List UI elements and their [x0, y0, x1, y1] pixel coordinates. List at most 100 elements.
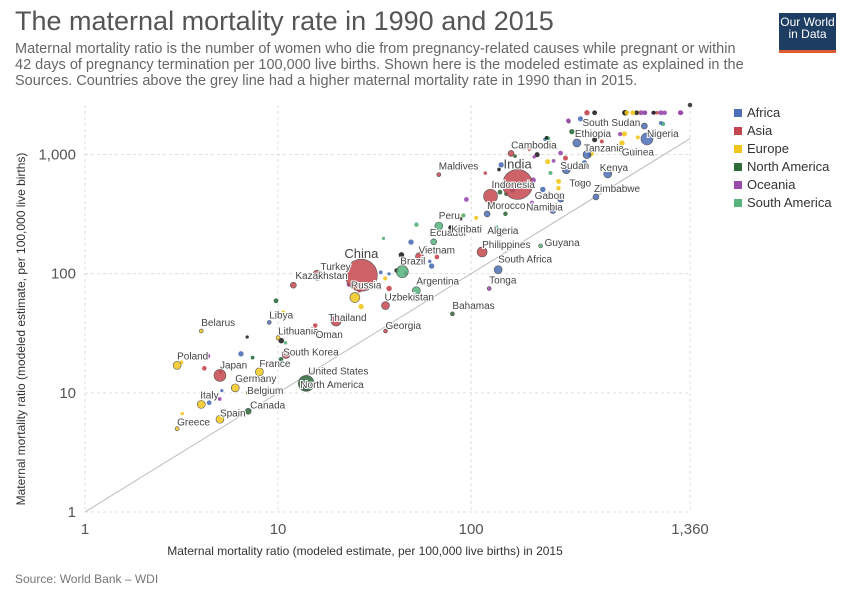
point-germany — [230, 383, 240, 393]
small-dot — [638, 110, 644, 116]
small-dot — [238, 351, 244, 357]
small-dot — [464, 197, 469, 202]
point-spain — [215, 414, 225, 424]
small-dot — [545, 159, 551, 165]
small-dot — [534, 152, 540, 158]
small-dot — [563, 155, 568, 161]
label-thailand: Thailand — [328, 313, 366, 324]
small-dot — [513, 154, 517, 158]
small-dot — [678, 110, 683, 115]
small-dot — [180, 411, 184, 416]
point-poland — [172, 361, 182, 370]
legend-label-oceania: Oceania — [747, 177, 796, 192]
small-dot — [408, 239, 414, 245]
small-dot — [616, 148, 620, 153]
source-note[interactable]: Source: World Bank – WDI — [15, 572, 159, 586]
legend-swatch-africa — [734, 109, 742, 117]
point-kenya — [603, 169, 613, 179]
y-tick-label: 100 — [51, 266, 76, 283]
label-maldives: Maldives — [439, 162, 478, 173]
point-ethiopia — [572, 138, 582, 148]
small-dot — [662, 110, 667, 116]
point-kazakhstan — [290, 281, 297, 289]
x-tick-label: 1 — [81, 521, 89, 538]
point-france — [255, 367, 264, 377]
legend-swatch-south-america — [734, 199, 742, 207]
point-sudan — [561, 165, 571, 175]
y-tick-label: 10 — [59, 385, 76, 402]
label-spain: Spain — [220, 408, 246, 419]
point-bahamas — [450, 311, 455, 317]
label-kenya: Kenya — [600, 163, 629, 174]
small-dot — [592, 137, 598, 143]
owid-logo[interactable]: Our World in Data — [779, 13, 836, 53]
label-india: India — [503, 156, 532, 171]
small-dot — [569, 129, 575, 135]
small-dot — [283, 341, 288, 345]
small-dot — [532, 155, 536, 159]
point-ecuador — [430, 238, 438, 246]
point-labels: India China Indonesia Nigeria Brazil United S… — [176, 117, 680, 430]
small-dot — [312, 323, 318, 328]
small-dot — [655, 111, 659, 115]
label-ethiopia: Ethiopia — [575, 129, 612, 140]
legend-swatch-north-america — [734, 163, 742, 171]
x-axis-label: Maternal mortality ratio (modeled estima… — [167, 544, 563, 558]
point-belgium — [245, 390, 251, 396]
small-dot — [634, 110, 639, 116]
legend-swatch-oceania — [734, 181, 742, 189]
label-peru: Peru — [439, 211, 460, 222]
small-dot — [398, 252, 405, 258]
legend-swatch-europe — [734, 145, 742, 153]
small-dot — [619, 140, 625, 146]
legend-label-north-america: North America — [747, 159, 830, 174]
point-guinea — [628, 149, 636, 156]
label-china: China — [344, 246, 379, 261]
label-uzbekistan: Uzbekistan — [384, 293, 433, 304]
point-tanzania — [582, 150, 592, 159]
point-libya — [266, 320, 272, 325]
point-china — [345, 258, 378, 292]
point-north-america — [302, 384, 310, 392]
chart-title: The maternal mortality rate in 1990 and … — [15, 6, 554, 36]
label-nigeria: Nigeria — [647, 129, 679, 140]
label-togo: Togo — [569, 179, 591, 190]
label-germany: Germany — [235, 374, 276, 385]
label-south-sudan: South Sudan — [583, 118, 641, 129]
point-south-sudan — [641, 122, 648, 130]
small-dot — [217, 397, 222, 401]
point-thailand — [330, 315, 342, 327]
small-dot — [577, 116, 584, 122]
point-tonga — [486, 286, 492, 291]
y-tick-label: 1 — [68, 504, 76, 521]
label-guyana: Guyana — [545, 238, 580, 249]
small-dot — [599, 139, 604, 144]
label-belgium: Belgium — [247, 386, 283, 397]
legend-swatch-asia — [734, 127, 742, 135]
small-dot — [381, 236, 386, 241]
point-uzbekistan — [381, 301, 390, 310]
point-italy — [196, 400, 206, 409]
label-greece: Greece — [177, 418, 210, 429]
small-dot — [551, 158, 556, 163]
point-philippines — [476, 246, 488, 258]
small-dot — [622, 121, 627, 126]
point-cambodia — [507, 150, 515, 157]
point-south-korea — [281, 350, 291, 359]
small-dot — [358, 303, 364, 310]
small-dot — [459, 217, 463, 221]
small-dot — [278, 337, 285, 344]
small-dot — [582, 160, 587, 166]
point-morocco — [483, 210, 491, 218]
small-dot — [658, 110, 664, 116]
small-dot — [651, 110, 656, 115]
point-gabon — [557, 195, 565, 203]
small-dot — [448, 225, 453, 230]
label-russia: Russia — [351, 281, 382, 292]
point-russia — [349, 292, 361, 303]
label-tonga: Tonga — [489, 276, 517, 287]
label-north-america: North America — [300, 380, 364, 391]
label-brazil: Brazil — [400, 257, 425, 268]
small-dot — [428, 263, 435, 269]
small-dot — [630, 110, 636, 116]
